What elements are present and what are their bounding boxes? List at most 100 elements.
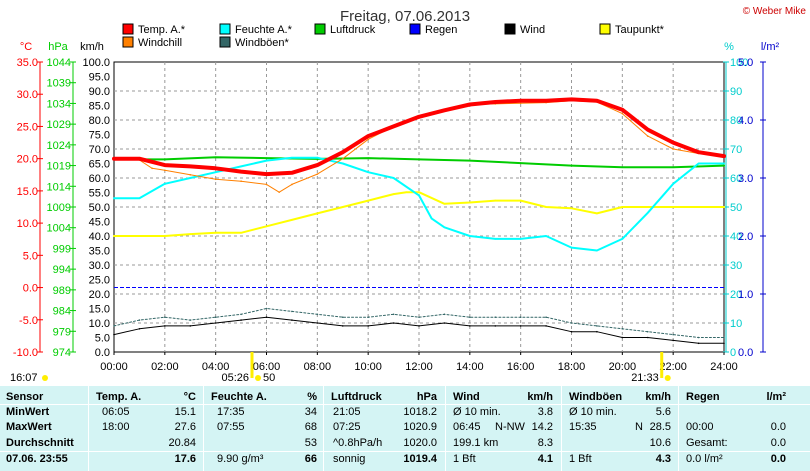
series-point xyxy=(545,206,547,208)
series-point xyxy=(646,128,649,131)
series-point xyxy=(443,202,446,205)
series-point xyxy=(189,177,192,179)
series-point xyxy=(443,226,446,229)
series-point xyxy=(367,316,369,319)
wind-value: 4.1 xyxy=(537,453,553,465)
table-header-unit: l/m² xyxy=(766,391,786,403)
pressure-tick-label: 1019 xyxy=(47,161,71,173)
pressure-time: 21:05 xyxy=(333,406,361,418)
table-row-divider xyxy=(0,404,810,405)
wind-label: Ø 10 min. xyxy=(453,406,501,418)
wind-value: 3.8 xyxy=(537,406,553,418)
humidity-time: 07:55 xyxy=(217,421,245,433)
temp-time: 18:00 xyxy=(102,421,130,433)
series-point xyxy=(164,164,166,166)
rain-tick-label: 4.0 xyxy=(738,115,753,127)
legend-swatch xyxy=(219,23,231,35)
x-tick-label: 04:00 xyxy=(202,361,230,373)
series-point xyxy=(189,325,192,327)
series-point xyxy=(418,115,420,118)
series-point xyxy=(240,165,242,168)
table-header-title: Windböen xyxy=(569,391,623,403)
rain-tick-label: 3.0 xyxy=(738,173,753,185)
chart-title: Freitag, 07.06.2013 xyxy=(340,8,470,25)
series-point xyxy=(469,325,471,327)
pressure-time: ^0.8hPa/h xyxy=(333,437,383,449)
pressure-tick-label: 1009 xyxy=(47,202,71,214)
wind-tick-label: 75.0 xyxy=(89,130,110,142)
series-point xyxy=(723,164,725,167)
x-tick-label: 08:00 xyxy=(304,361,332,373)
series-point xyxy=(189,319,192,321)
temp-value: 27.6 xyxy=(174,421,196,433)
humidity-time: 9.90 g/m³ xyxy=(217,453,264,465)
rain-label: 0.0 l/m² xyxy=(686,453,723,465)
table-header-unit: hPa xyxy=(416,391,437,403)
legend-label: Luftdruck xyxy=(330,24,376,36)
series-point xyxy=(214,316,217,319)
temp-value: 15.1 xyxy=(174,406,196,418)
temp-tick-label: 20.0 xyxy=(17,154,38,166)
sun-dot xyxy=(255,375,262,381)
series-point xyxy=(570,246,573,249)
temp-unit-label: °C xyxy=(20,41,32,53)
table-row-label: MaxWert xyxy=(6,421,52,433)
series-point xyxy=(240,180,242,183)
humidity-tick-label: 90 xyxy=(730,86,742,98)
series-point xyxy=(646,336,649,339)
series-point xyxy=(519,325,522,327)
wind-tick-label: 45.0 xyxy=(89,217,110,229)
sun-dot xyxy=(664,375,671,381)
series-point xyxy=(214,156,217,159)
wind-label: 199.1 km xyxy=(453,437,499,449)
series-point xyxy=(291,219,293,221)
series-point xyxy=(164,158,166,161)
x-tick-label: 20:00 xyxy=(609,361,637,373)
gust-value: 4.3 xyxy=(655,453,671,465)
gust-value: 28.5 xyxy=(649,421,671,433)
x-tick-label: 02:00 xyxy=(151,361,179,373)
wind-tick-label: 85.0 xyxy=(89,101,110,113)
sunrise-time: 05:26 xyxy=(221,372,249,384)
series-point xyxy=(265,183,268,186)
series-point xyxy=(443,313,446,316)
wind-tick-label: 40.0 xyxy=(89,231,110,243)
x-tick-label: 22:00 xyxy=(659,361,687,373)
series-point xyxy=(494,325,497,327)
series-point xyxy=(519,199,522,202)
pressure-unit-label: hPa xyxy=(48,41,68,53)
series-point xyxy=(138,328,141,330)
series-point xyxy=(596,212,598,215)
legend-swatch xyxy=(409,23,421,35)
table-header-unit: km/h xyxy=(527,391,553,403)
legend-label: Windchill xyxy=(138,37,182,49)
pressure-tick-label: 989 xyxy=(53,285,71,297)
series-point xyxy=(672,333,674,336)
series-point xyxy=(214,178,217,181)
humidity-tick-label: 20 xyxy=(730,289,742,301)
series-point xyxy=(392,177,395,179)
temp-value: 20.84 xyxy=(168,437,196,449)
series-point xyxy=(418,194,420,197)
gust-label: 1 Bft xyxy=(569,453,592,465)
series-point xyxy=(405,191,408,193)
wind-tick-label: 15.0 xyxy=(89,304,110,316)
series-point xyxy=(494,238,497,240)
series-point xyxy=(672,206,674,208)
series-point xyxy=(646,135,649,137)
series-point xyxy=(367,157,369,159)
wind-tick-label: 60.0 xyxy=(89,173,110,185)
series-point xyxy=(214,171,217,173)
wind-tick-label: 35.0 xyxy=(89,246,110,258)
series-point xyxy=(291,172,293,174)
pressure-tick-label: 1024 xyxy=(47,140,71,152)
series-point xyxy=(697,162,700,165)
rain-tick-label: 1.0 xyxy=(738,289,753,301)
series-point xyxy=(672,148,674,150)
series-point xyxy=(519,316,522,319)
series-point xyxy=(469,235,471,237)
series-layer xyxy=(112,97,726,345)
x-tick-label: 14:00 xyxy=(456,361,484,373)
series-point xyxy=(240,170,242,173)
series-point xyxy=(430,217,433,220)
